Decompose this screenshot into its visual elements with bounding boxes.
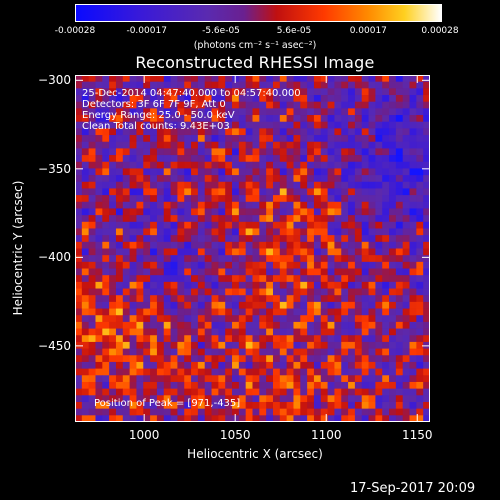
x-tick-label: 1150	[401, 428, 433, 442]
colorbar-tick-label: 0.00028	[421, 26, 459, 36]
colorbar	[75, 4, 442, 22]
plot-frame	[75, 75, 430, 422]
x-tick-label: 1000	[128, 428, 160, 442]
colorbar-tick-label: 0.00017	[349, 26, 387, 36]
colorbar-tick-label: 5.6e-05	[276, 26, 312, 36]
chart-title: Reconstructed RHESSI Image	[135, 53, 375, 72]
annotation-clean: Clean Total counts: 9.43E+03	[82, 121, 230, 132]
annotation-time: 25-Dec-2014 04:47:40.000 to 04:57:40.000	[82, 88, 301, 99]
y-tick-label: −350	[38, 161, 71, 176]
x-tick-label: 1050	[219, 428, 251, 442]
heatmap-pixels	[75, 75, 430, 422]
y-axis-label: Heliocentric Y (arcsec)	[11, 180, 25, 316]
x-tick-label: 1100	[310, 428, 342, 442]
colorbar-tick-label: -5.6e-05	[202, 26, 240, 36]
x-axis-label: Heliocentric X (arcsec)	[187, 447, 323, 461]
colorbar-unit-label: (photons cm⁻² s⁻¹ asec⁻²)	[193, 40, 317, 51]
y-tick-label: −400	[38, 250, 71, 265]
annotation-peak-position: Position of Peak = [971,-435]	[94, 398, 241, 409]
annotation-detectors: Detectors: 3F 6F 7F 9F, Att 0	[82, 99, 226, 110]
y-tick-label: −300	[38, 73, 71, 88]
footer-timestamp: 17-Sep-2017 20:09	[350, 481, 476, 496]
colorbar-tick-label: -0.00028	[54, 26, 96, 36]
y-tick-label: −450	[38, 338, 71, 353]
annotation-energy: Energy Range: 25.0 - 50.0 keV	[82, 110, 235, 121]
rhessi-image-plot	[75, 75, 430, 422]
colorbar-tick-label: -0.00017	[126, 26, 167, 36]
